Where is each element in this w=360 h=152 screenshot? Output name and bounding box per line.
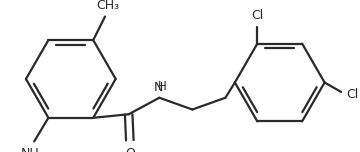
Text: O: O bbox=[125, 147, 135, 152]
Text: Cl: Cl bbox=[251, 9, 264, 22]
Text: H: H bbox=[158, 80, 167, 93]
Text: CH₃: CH₃ bbox=[96, 0, 119, 12]
Text: NH₂: NH₂ bbox=[21, 147, 45, 152]
Text: N: N bbox=[153, 81, 163, 94]
Text: Cl: Cl bbox=[346, 88, 358, 101]
